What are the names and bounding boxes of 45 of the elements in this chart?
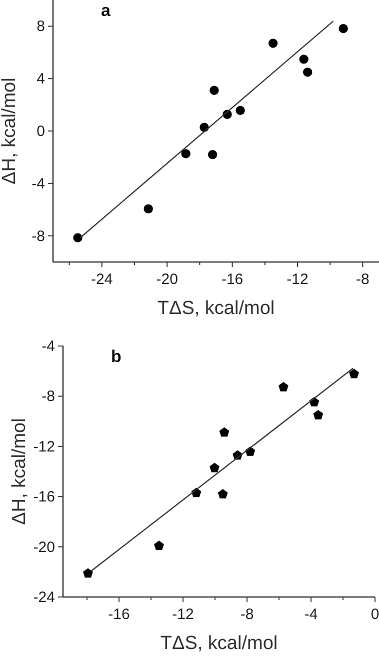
y-tick-label: -24 bbox=[33, 589, 55, 606]
point bbox=[299, 54, 308, 64]
point bbox=[181, 149, 190, 158]
x-tick-label: -12 bbox=[286, 271, 308, 288]
y-tick-label: -4 bbox=[32, 175, 45, 192]
chart-title: a bbox=[101, 1, 111, 20]
point bbox=[218, 489, 228, 498]
y-tick-label: 4 bbox=[36, 70, 45, 88]
point bbox=[210, 86, 219, 95]
x-tick-label: -8 bbox=[240, 606, 254, 623]
y-tick-label: -8 bbox=[32, 228, 45, 245]
point bbox=[73, 233, 82, 242]
point bbox=[313, 410, 324, 420]
point bbox=[154, 540, 164, 550]
chart-title: b bbox=[111, 347, 122, 366]
point bbox=[210, 462, 220, 472]
point bbox=[349, 368, 359, 378]
x-axis-title: TΔS, kcal/mol bbox=[157, 298, 275, 319]
x-tick-label: -12 bbox=[172, 606, 194, 623]
point bbox=[208, 150, 218, 160]
point bbox=[236, 106, 245, 116]
x-tick-label: -24 bbox=[91, 271, 113, 288]
y-axis-title: ΔH, kcal/mol bbox=[9, 418, 30, 525]
x-axis-title: TΔS, kcal/mol bbox=[160, 633, 278, 654]
y-tick-label: -12 bbox=[33, 438, 55, 456]
x-tick-label: -16 bbox=[108, 606, 130, 623]
point bbox=[338, 24, 348, 34]
point bbox=[303, 68, 312, 77]
y-tick-label: -20 bbox=[33, 538, 55, 556]
point bbox=[219, 427, 230, 437]
x-tick-label: -20 bbox=[156, 271, 178, 288]
point bbox=[278, 382, 288, 392]
point bbox=[144, 204, 153, 214]
x-tick-label: 0 bbox=[370, 606, 379, 623]
y-tick-label: -4 bbox=[42, 338, 55, 355]
y-tick-label: -8 bbox=[42, 388, 55, 406]
y-tick-label: 0 bbox=[36, 123, 45, 140]
x-tick-label: -4 bbox=[304, 606, 318, 623]
y-tick-label: -16 bbox=[33, 488, 55, 506]
point bbox=[268, 38, 278, 48]
x-tick-label: -8 bbox=[356, 271, 370, 288]
y-tick-label: 8 bbox=[36, 18, 45, 36]
x-tick-label: -16 bbox=[221, 271, 244, 288]
point bbox=[83, 568, 93, 578]
y-axis-title: ΔH, kcal/mol bbox=[0, 78, 20, 184]
